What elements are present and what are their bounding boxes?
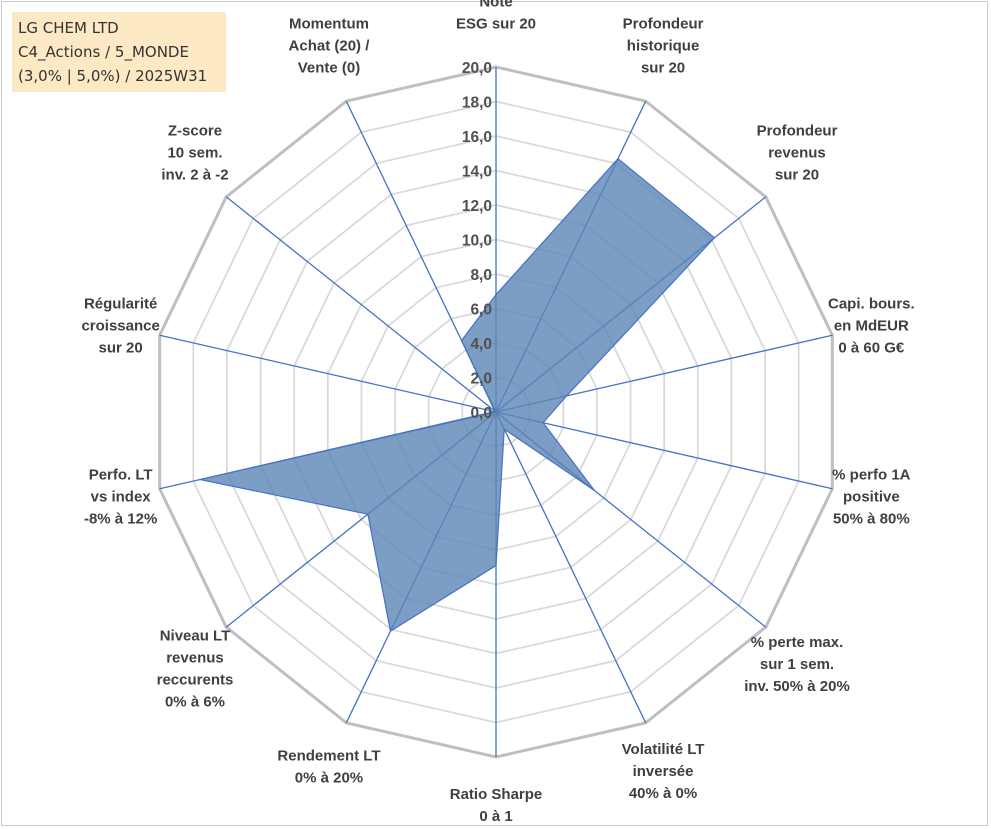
radar-series (199, 157, 716, 633)
axis-label-line: Ratio Sharpe (450, 786, 543, 803)
axis-label-line: inv. 50% à 20% (744, 678, 850, 695)
axis-label: Régularité croissance sur 20 (81, 295, 159, 356)
tick-label: 18,0 (462, 95, 492, 112)
axis-label-line: historique (627, 38, 700, 55)
axis-label-line: 0 à 60 G€ (838, 339, 905, 356)
axis-label: Volatilité LT inversée 40% à 0% (622, 741, 705, 802)
axis-spoke (495, 411, 833, 490)
axis-label: % perte max. sur 1 sem. inv. 50% à 20% (744, 634, 850, 695)
tick-label: 6,0 (470, 302, 492, 319)
axis-label: Momentum Achat (20) / Vente (0) (289, 16, 371, 77)
axis-label-line: Volatilité LT (622, 741, 705, 758)
axis-label-line: Niveau LT (160, 628, 231, 645)
category-label: C4_Actions / 5_MONDE (18, 43, 189, 61)
axis-label: Perfo. LT vs index -8% à 12% (84, 467, 157, 528)
axis-label-line: revenus (768, 144, 826, 161)
axis-label: Profondeur historique sur 20 (623, 16, 704, 77)
axis-label-line: positive (843, 489, 900, 506)
axis-label-line: sur 20 (99, 339, 143, 356)
axis-label-line: Profondeur (623, 16, 704, 33)
tick-label: 2,0 (470, 371, 492, 388)
axis-label-line: Rendement LT (277, 748, 380, 765)
axis-spoke (225, 196, 497, 413)
axis-label-line: % perfo 1A (832, 467, 911, 484)
axis-label-line: 0% à 20% (295, 770, 363, 787)
axis-label-line: reccurents (157, 672, 234, 689)
axis-label-line: 50% à 80% (833, 511, 910, 528)
axis-label-line: Momentum (289, 16, 369, 33)
axis-label-line: Note (479, 0, 512, 10)
title-box: LG CHEM LTD C4_Actions / 5_MONDE (3,0% |… (12, 12, 226, 92)
axis-label-line: inversée (633, 763, 694, 780)
tick-label: 12,0 (462, 198, 492, 215)
radar-tick-labels: 0,0 2,0 4,0 6,0 8,0 10,0 12,0 14,0 16,0 18,0 20,0 (462, 60, 492, 422)
axis-label-line: inv. 2 à -2 (161, 166, 228, 183)
axis-label-line: Achat (20) / (289, 38, 371, 55)
axis-label-line: Vente (0) (298, 60, 361, 77)
axis-label: Niveau LT revenus reccurents 0% à 6% (157, 628, 234, 711)
axis-label: Ratio Sharpe 0 à 1 (450, 786, 543, 825)
params-label: (3,0% | 5,0%) / 2025W31 (18, 67, 208, 85)
axis-label: Capi. bours. en MdEUR 0 à 60 G€ (828, 295, 915, 356)
tick-label: 10,0 (462, 233, 492, 250)
axis-label-line: sur 20 (641, 60, 685, 77)
axis-label-line: Profondeur (757, 122, 838, 139)
axis-label-line: 0% à 6% (165, 694, 225, 711)
axis-label: Rendement LT 0% à 20% (277, 748, 380, 787)
axis-label-line: ESG sur 20 (456, 15, 536, 32)
tick-label: 16,0 (462, 129, 492, 146)
tick-label: 4,0 (470, 336, 492, 353)
axis-spoke (495, 411, 647, 724)
axis-label-line: croissance (81, 317, 159, 334)
series-area (199, 157, 716, 633)
axis-label: % perfo 1A positive 50% à 80% (832, 467, 911, 528)
axis-label-line: en MdEUR (834, 317, 909, 334)
tick-label: 8,0 (470, 267, 492, 284)
axis-label-line: 10 sem. (167, 144, 222, 161)
axis-label-line: revenus (166, 650, 224, 667)
axis-label: Note ESG sur 20 (456, 0, 536, 32)
axis-label-line: sur 1 sem. (760, 656, 834, 673)
radar-axis-labels: Note ESG sur 20 Profondeur historique sur 20… (81, 0, 914, 825)
axis-label-line: -8% à 12% (84, 511, 157, 528)
axis-label-line: 0 à 1 (479, 808, 512, 825)
axis-label-line: Capi. bours. (828, 295, 915, 312)
company-name: LG CHEM LTD (18, 19, 119, 37)
axis-label-line: sur 20 (775, 166, 819, 183)
axis-label-line: Z-score (168, 122, 222, 139)
axis-label-line: Régularité (84, 295, 157, 312)
axis-label-line: % perte max. (751, 634, 844, 651)
axis-label-line: Perfo. LT (89, 467, 153, 484)
tick-label: 0,0 (470, 405, 492, 422)
tick-label: 14,0 (462, 164, 492, 181)
axis-label-line: vs index (91, 489, 152, 506)
axis-spoke (159, 334, 497, 413)
axis-label: Profondeur revenus sur 20 (757, 122, 838, 183)
axis-label: Z-score 10 sem. inv. 2 à -2 (161, 122, 228, 183)
axis-label-line: 40% à 0% (629, 785, 697, 802)
tick-label: 20,0 (462, 60, 492, 77)
